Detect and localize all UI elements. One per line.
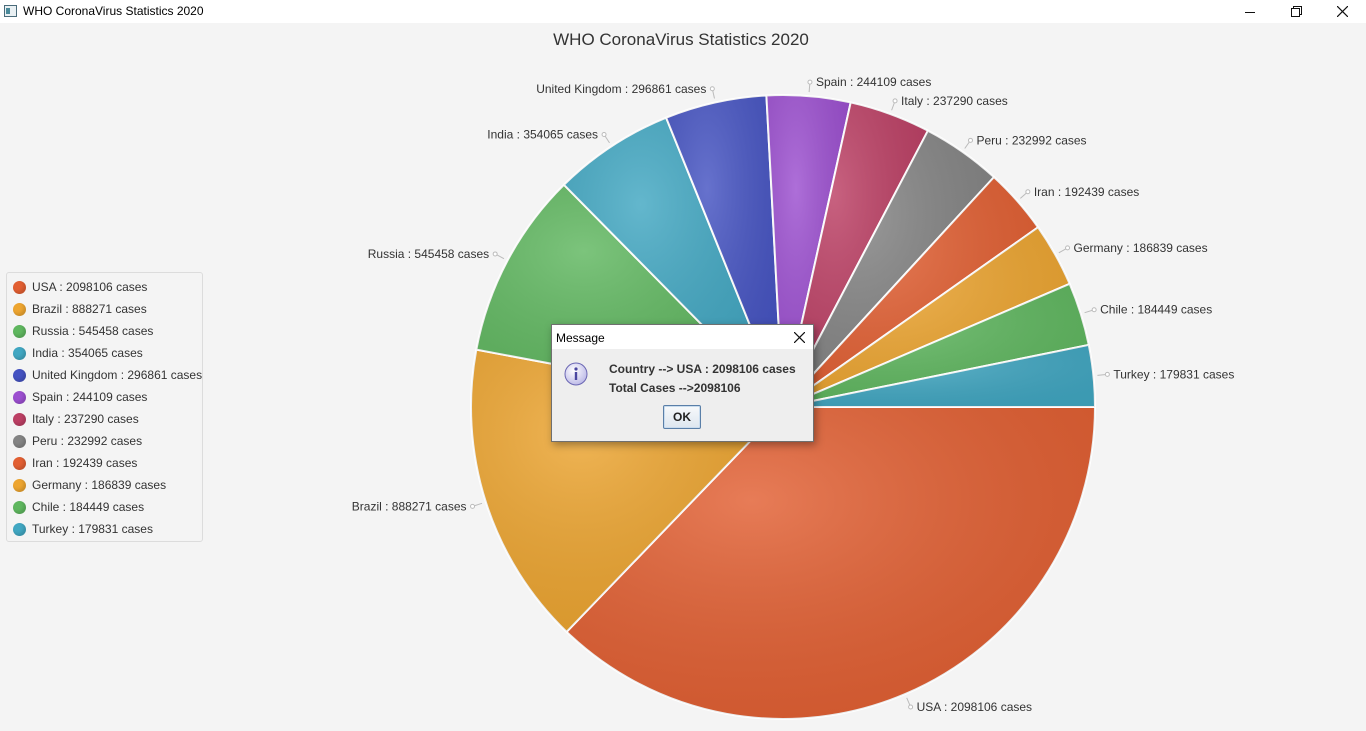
close-icon[interactable]	[1319, 0, 1365, 23]
legend-label: Italy : 237290 cases	[32, 412, 139, 426]
dialog-title: Message	[556, 331, 605, 345]
label-dot	[807, 79, 813, 85]
restore-icon[interactable]	[1273, 0, 1319, 23]
pie-slice-shade	[783, 283, 1089, 407]
legend-label: USA : 2098106 cases	[32, 280, 148, 294]
slice-label-iran: Iran : 192439 cases	[1034, 185, 1139, 199]
minimize-icon[interactable]	[1227, 0, 1273, 23]
legend-item: Turkey : 179831 cases	[13, 520, 153, 538]
label-dot	[709, 86, 715, 92]
label-dot	[1091, 307, 1097, 313]
slice-label-india: India : 354065 cases	[487, 128, 598, 142]
message-dialog: Message Country --> USA : 2098106 cases …	[551, 324, 814, 442]
slice-label-chile: Chile : 184449 cases	[1100, 303, 1212, 317]
label-dot	[470, 503, 476, 509]
legend-item: USA : 2098106 cases	[13, 278, 147, 296]
slice-label-spain: Spain : 244109 cases	[816, 75, 931, 89]
pie-slice-shade	[783, 227, 1070, 407]
pie-slice-shade	[566, 407, 1095, 720]
label-dot	[1065, 245, 1071, 251]
legend-label: India : 354065 cases	[32, 346, 143, 360]
dialog-titlebar: Message	[552, 325, 813, 349]
legend-label: Chile : 184449 cases	[32, 500, 145, 514]
legend-label: Brazil : 888271 cases	[32, 302, 147, 316]
legend-swatch	[13, 346, 26, 360]
slice-label-russia: Russia : 545458 cases	[368, 247, 489, 261]
legend-swatch	[13, 522, 26, 536]
legend-item: Peru : 232992 cases	[13, 432, 142, 450]
chart-legend: USA : 2098106 cases Brazil : 888271 cases…	[6, 272, 203, 542]
chart-title: WHO CoronaVirus Statistics 2020	[553, 30, 809, 49]
window-title: WHO CoronaVirus Statistics 2020	[23, 4, 204, 18]
app-window-icon	[4, 5, 17, 17]
legend-swatch	[13, 368, 26, 382]
legend-item: India : 354065 cases	[13, 344, 143, 362]
dialog-message-line2: Total Cases -->2098106	[609, 381, 741, 395]
label-dot	[492, 251, 498, 257]
pie-slice-shade	[783, 177, 1039, 407]
legend-item: Iran : 192439 cases	[13, 454, 137, 472]
legend-item: Russia : 545458 cases	[13, 322, 153, 340]
legend-swatch	[13, 324, 26, 338]
window-titlebar: WHO CoronaVirus Statistics 2020	[0, 0, 1366, 23]
label-dot	[892, 98, 898, 104]
legend-label: Germany : 186839 cases	[32, 478, 167, 492]
legend-item: Chile : 184449 cases	[13, 498, 144, 516]
legend-label: Russia : 545458 cases	[32, 324, 154, 338]
legend-swatch	[13, 302, 26, 316]
label-dot	[1104, 371, 1110, 377]
legend-label: Iran : 192439 cases	[32, 456, 138, 470]
pie-slice-shade	[783, 130, 994, 407]
legend-item: Germany : 186839 cases	[13, 476, 166, 494]
legend-label: Peru : 232992 cases	[32, 434, 143, 448]
label-dot	[601, 132, 607, 138]
legend-swatch	[13, 478, 26, 492]
legend-label: United Kingdom : 296861 cases	[32, 368, 203, 382]
slice-label-italy: Italy : 237290 cases	[901, 94, 1008, 108]
label-dot	[967, 137, 973, 143]
legend-swatch	[13, 412, 26, 426]
slice-label-brazil: Brazil : 888271 cases	[352, 499, 467, 513]
slice-label-united-kingdom: United Kingdom : 296861 cases	[536, 82, 706, 96]
label-dot	[908, 704, 914, 710]
legend-swatch	[13, 500, 26, 514]
slice-label-germany: Germany : 186839 cases	[1074, 241, 1208, 255]
pie-slice-shade	[783, 102, 928, 407]
ok-button[interactable]: OK	[663, 405, 701, 429]
label-dot	[1025, 189, 1031, 195]
slice-label-peru: Peru : 232992 cases	[976, 133, 1086, 147]
legend-item: Spain : 244109 cases	[13, 388, 147, 406]
legend-swatch	[13, 280, 26, 294]
legend-item: Brazil : 888271 cases	[13, 300, 147, 318]
legend-swatch	[13, 456, 26, 470]
info-icon	[564, 362, 588, 386]
dialog-close-icon[interactable]	[789, 328, 809, 346]
slice-label-usa: USA : 2098106 cases	[917, 700, 1032, 714]
legend-item: United Kingdom : 296861 cases	[13, 366, 202, 384]
legend-label: Spain : 244109 cases	[32, 390, 148, 404]
slice-label-turkey: Turkey : 179831 cases	[1113, 367, 1234, 381]
legend-swatch	[13, 390, 26, 404]
dialog-message-line1: Country --> USA : 2098106 cases	[609, 362, 796, 376]
legend-item: Italy : 237290 cases	[13, 410, 139, 428]
pie-slice-shade	[783, 344, 1095, 407]
legend-swatch	[13, 434, 26, 448]
legend-label: Turkey : 179831 cases	[32, 522, 153, 536]
